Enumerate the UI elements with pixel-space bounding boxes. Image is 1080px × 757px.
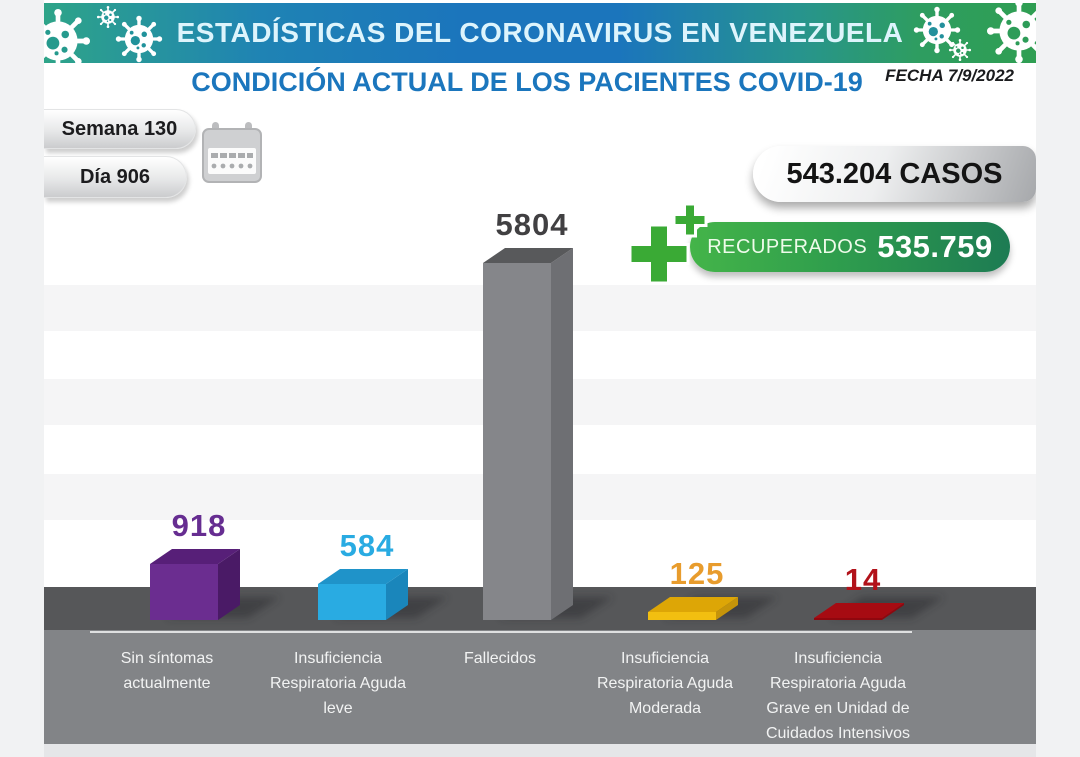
category-label: Insuficiencia Respiratoria Aguda leve <box>269 650 407 717</box>
category-label-band: Sin síntomas actualmente Insuficiencia Resp… <box>44 630 1036 744</box>
recovered-value: 535.759 <box>877 229 993 264</box>
day-badge: Día 906 <box>44 156 187 198</box>
bar-value-label: 584 <box>339 528 395 563</box>
virus-icon <box>44 9 90 63</box>
bar-value-label: 14 <box>844 562 882 597</box>
bar-top <box>150 549 240 564</box>
title-banner: ESTADÍSTICAS DEL CORONAVIRUS EN VENEZUEL… <box>44 3 1036 63</box>
recovered-label: RECUPERADOS <box>707 235 868 258</box>
calendar-icon <box>202 122 262 183</box>
category-label: Insuficiencia Respiratoria Aguda Moderada <box>596 650 734 717</box>
bottom-strip <box>44 744 1036 757</box>
bar-top <box>318 569 408 584</box>
bar-value-label: 918 <box>171 508 227 543</box>
week-badge: Semana 130 <box>44 109 196 149</box>
category-label: Sin síntomas actualmente <box>120 650 214 692</box>
virus-icon <box>987 3 1036 63</box>
divider-line <box>90 631 912 633</box>
recovered-badge: RECUPERADOS 535.759 <box>690 222 1010 272</box>
background-stripe <box>44 379 1036 425</box>
medical-cross-icon <box>628 202 708 285</box>
page-subtitle: CONDICIÓN ACTUAL DE LOS PACIENTES COVID-… <box>191 67 863 97</box>
banner-title: ESTADÍSTICAS DEL CORONAVIRUS EN VENEZUEL… <box>176 17 904 48</box>
bar-top <box>483 248 573 263</box>
date-label: FECHA 7/9/2022 <box>885 66 1014 85</box>
cases-badge: 543.204 CASOS <box>753 146 1036 202</box>
virus-icon <box>96 5 120 29</box>
category-label: Fallecidos <box>463 650 537 667</box>
content-card: Sin síntomas actualmente Insuficiencia Resp… <box>44 0 1036 757</box>
background-stripe <box>44 285 1036 331</box>
virus-icon <box>948 38 972 62</box>
bar-value-label: 125 <box>669 556 725 591</box>
category-label: Insuficiencia Respiratoria Aguda Grave en … <box>765 650 911 742</box>
bar-value-label: 5804 <box>495 207 569 242</box>
